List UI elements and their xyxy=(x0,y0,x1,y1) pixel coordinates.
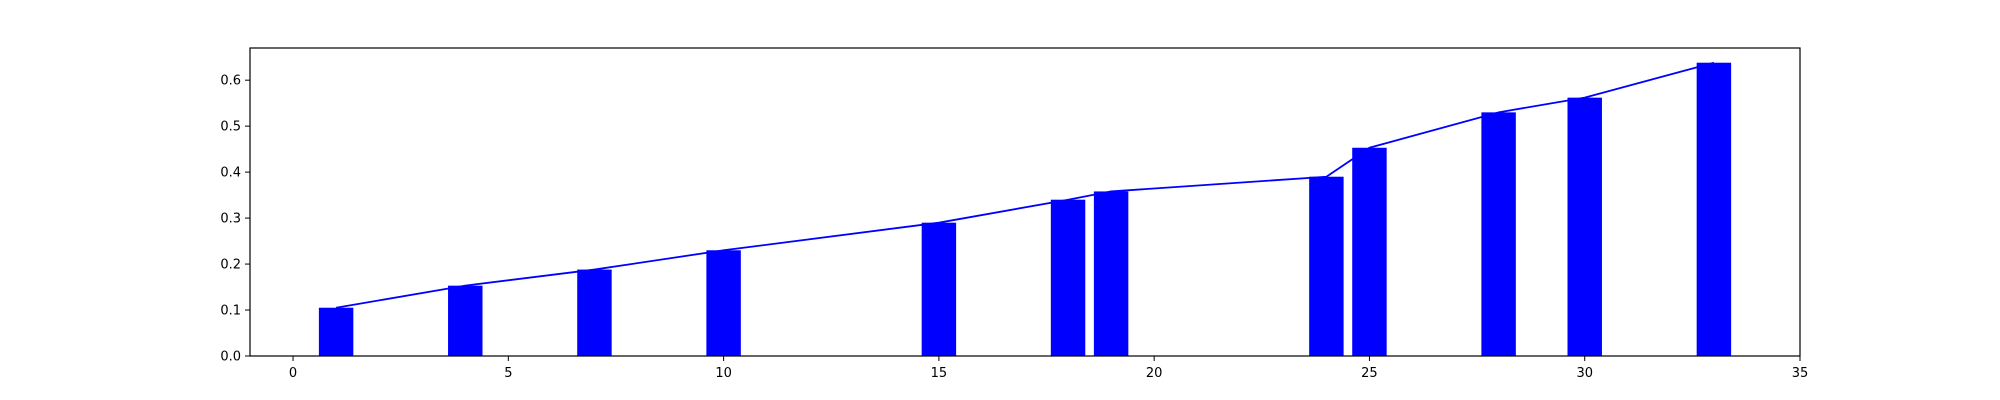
bar-series xyxy=(318,62,1732,356)
x-tick-label: 10 xyxy=(715,366,732,381)
bar xyxy=(706,250,741,356)
bar xyxy=(1093,191,1129,356)
line-series xyxy=(335,61,1715,309)
x-tick-label: 5 xyxy=(504,366,512,381)
x-tick-label: 15 xyxy=(931,366,948,381)
bar xyxy=(448,285,483,356)
x-tick-label: 35 xyxy=(1792,366,1809,381)
x-axis: 0 5 10 15 20 25 30 35 xyxy=(289,356,1808,381)
bar xyxy=(921,222,957,356)
y-tick-label: 0.5 xyxy=(220,120,241,135)
bar xyxy=(1050,199,1086,356)
bar xyxy=(1309,176,1344,356)
plot-area-frame xyxy=(249,47,1801,357)
y-tick-label: 0.2 xyxy=(220,258,241,273)
x-tick-label: 0 xyxy=(289,366,297,381)
bar xyxy=(1696,62,1732,356)
bar xyxy=(318,307,354,356)
bar xyxy=(1567,97,1602,356)
x-tick-label: 25 xyxy=(1361,366,1378,381)
bar xyxy=(1481,112,1516,356)
series-line xyxy=(335,61,1715,309)
y-tick-label: 0.3 xyxy=(220,212,241,227)
y-tick-label: 0.0 xyxy=(220,350,241,365)
y-tick-label: 0.6 xyxy=(220,74,241,89)
y-axis: 0.0 0.1 0.2 0.3 0.4 0.5 0.6 xyxy=(220,74,250,365)
y-tick-label: 0.4 xyxy=(220,166,241,181)
bar xyxy=(1352,147,1387,356)
bar xyxy=(577,269,612,356)
x-tick-label: 30 xyxy=(1576,366,1593,381)
x-tick-label: 20 xyxy=(1146,366,1163,381)
y-tick-label: 0.1 xyxy=(220,304,241,319)
